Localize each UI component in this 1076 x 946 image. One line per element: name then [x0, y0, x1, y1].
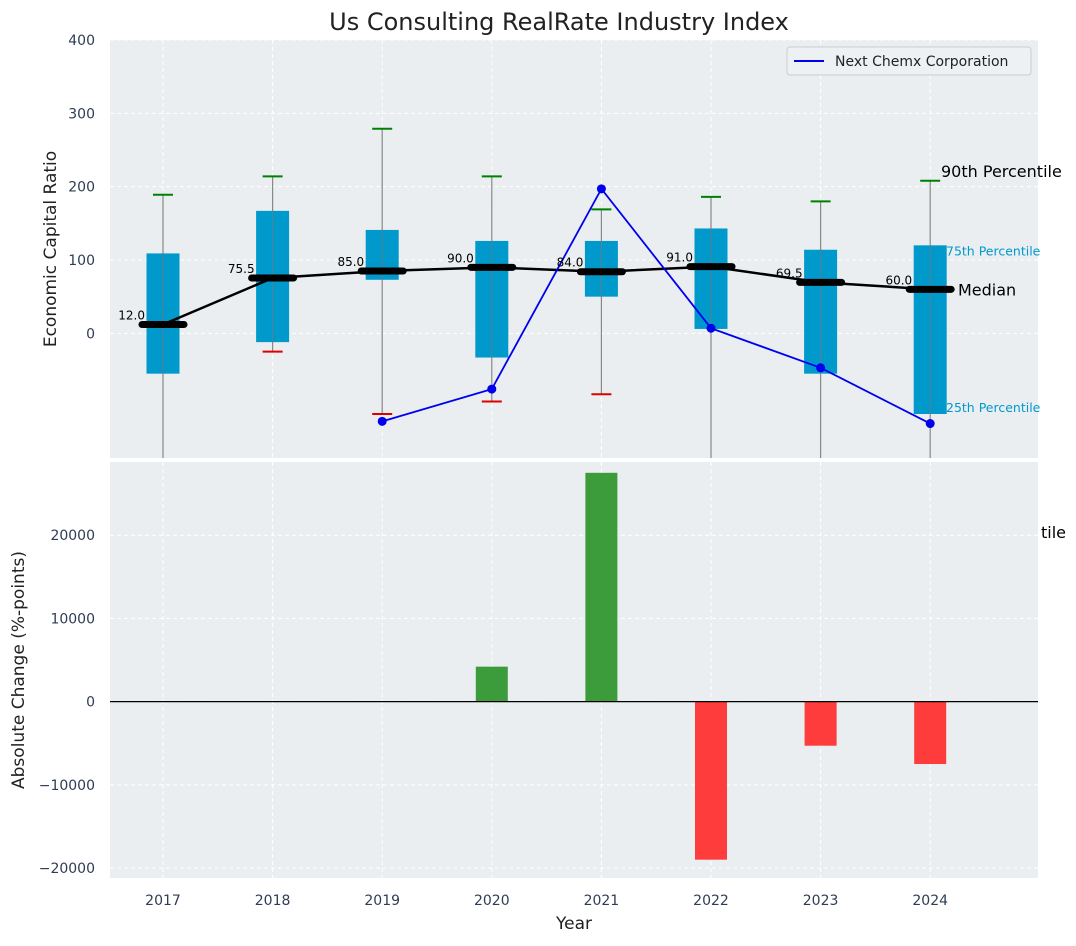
- legend: Next Chemx Corporation: [786, 46, 1032, 76]
- top-y-tick-label: 300: [68, 106, 95, 122]
- bottom-y-tick-label: 20000: [50, 528, 95, 544]
- bottom-y-tick-label: 10000: [50, 611, 95, 627]
- bottom-y-tick-label: −10000: [39, 778, 95, 794]
- change-bar: [585, 472, 618, 702]
- median-value-label: 75.5: [228, 262, 255, 276]
- legend-box: [786, 46, 1032, 76]
- bottom-y-tick-label: 0: [86, 695, 95, 711]
- x-tick-label: 2018: [255, 893, 291, 909]
- top-y-tick-label: 400: [68, 33, 95, 49]
- company-point: [816, 363, 826, 373]
- change-bar: [914, 701, 947, 765]
- annotation-p25: 25th Percentile: [946, 400, 1041, 415]
- bottom-plot-area: [110, 462, 1038, 878]
- top-plot-area: [110, 40, 1038, 458]
- clipped-annotation-text: tile: [1041, 523, 1066, 542]
- x-axis-label: Year: [555, 914, 592, 934]
- top-y-tick-label: 0: [86, 326, 95, 342]
- median-value-label: 85.0: [337, 255, 364, 269]
- bottom-y-axis-label: Absolute Change (%-points): [9, 551, 29, 789]
- change-bar: [475, 666, 508, 702]
- x-tick-label: 2021: [584, 893, 620, 909]
- annotation-median: Median: [958, 280, 1016, 299]
- company-line: [381, 187, 931, 425]
- legend-label: Next Chemx Corporation: [835, 54, 1008, 70]
- company-point: [925, 419, 935, 429]
- x-tick-label: 2024: [912, 893, 948, 909]
- median-value-label: 91.0: [666, 251, 693, 265]
- top-y-tick-label: 200: [68, 180, 95, 196]
- annotation-p90: 90th Percentile: [941, 162, 1062, 181]
- bottom-plot-background: [110, 462, 1038, 878]
- x-tick-label: 2017: [145, 893, 181, 909]
- median-value-label: 12.0: [118, 309, 145, 323]
- x-tick-label: 2020: [474, 893, 510, 909]
- company-point: [706, 323, 716, 333]
- median-value-label: 60.0: [885, 273, 912, 287]
- top-plot-background: [110, 40, 1038, 458]
- change-bar: [804, 701, 837, 746]
- x-tick-label: 2022: [693, 893, 729, 909]
- company-point: [487, 384, 497, 394]
- median-value-label: 84.0: [557, 256, 584, 270]
- company-point: [377, 416, 387, 426]
- chart-title: Us Consulting RealRate Industry Index: [329, 8, 789, 36]
- median-value-label: 90.0: [447, 251, 474, 265]
- company-point: [596, 184, 606, 194]
- bottom-y-tick-label: −20000: [39, 861, 95, 877]
- top-y-tick-label: 100: [68, 253, 95, 269]
- x-tick-label: 2019: [364, 893, 400, 909]
- top-y-axis-label: Economic Capital Ratio: [41, 151, 61, 347]
- change-bar: [695, 701, 727, 860]
- annotation-p75: 75th Percentile: [946, 243, 1041, 258]
- x-tick-label: 2023: [803, 893, 839, 909]
- median-value-label: 69.5: [776, 266, 803, 280]
